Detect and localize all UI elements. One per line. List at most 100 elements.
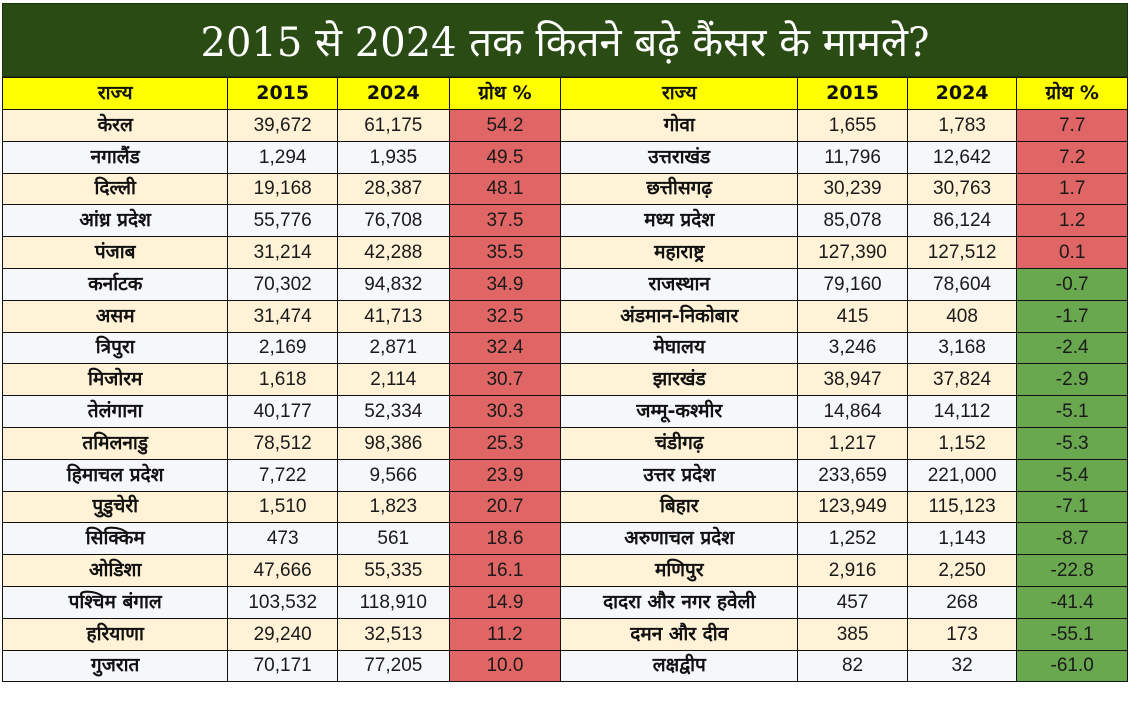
cases-2024-right: 12,642 [906,140,1018,174]
growth-percent-left: 25.3 [448,426,562,460]
cases-2015-right: 85,078 [797,204,908,238]
cases-2015-left: 19,168 [227,172,338,206]
state-name-left: नगालैंड [1,140,229,174]
cases-2024-left: 77,205 [336,649,450,683]
growth-percent-right: -2.9 [1016,363,1128,397]
cases-2015-right: 79,160 [797,267,908,301]
cases-2015-left: 29,240 [227,617,338,651]
header-2015-right: 2015 [797,77,908,110]
cases-2015-left: 55,776 [227,204,338,238]
table-row: कर्नाटक 70,302 94,832 34.9 राजस्थान 79,160 78,… [1,267,1128,301]
growth-percent-right: -1.7 [1016,299,1128,333]
header-state-right: राज्य [560,77,799,110]
growth-percent-right: -55.1 [1016,617,1128,651]
cases-2024-right: 1,783 [906,109,1018,142]
cases-2024-left: 2,871 [336,331,450,365]
cases-2015-right: 2,916 [797,554,908,587]
cases-2024-right: 32 [906,649,1018,683]
cases-2015-right: 415 [797,299,908,333]
growth-percent-right: -5.1 [1016,395,1128,428]
growth-percent-left: 16.1 [448,554,562,587]
cases-2024-right: 408 [906,299,1018,333]
cases-2024-right: 37,824 [906,363,1018,397]
table-row: नगालैंड 1,294 1,935 49.5 उत्तराखंड 11,796 12,6… [1,140,1128,174]
state-name-left: आंध्र प्रदेश [1,204,229,238]
state-name-right: लक्षद्वीप [560,649,799,683]
cases-2024-left: 94,832 [336,267,450,301]
state-name-right: झारखंड [560,363,799,397]
state-name-right: महाराष्ट्र [560,236,799,269]
growth-percent-right: -7.1 [1016,490,1128,524]
growth-percent-right: -41.4 [1016,585,1128,619]
state-name-left: ओडिशा [1,554,229,587]
table-row: हरियाणा 29,240 32,513 11.2 दमन और दीव 385 173-… [1,617,1128,651]
state-name-left: दिल्ली [1,172,229,206]
header-state-left: राज्य [1,77,229,110]
growth-percent-left: 48.1 [448,172,562,206]
cases-2024-left: 1,935 [336,140,450,174]
cases-2024-right: 221,000 [906,458,1018,492]
header-growth-left: ग्रोथ % [448,77,562,110]
state-name-left: पुडुचेरी [1,490,229,524]
cases-2015-left: 473 [227,522,338,556]
state-name-right: राजस्थान [560,267,799,301]
state-name-left: केरल [1,109,229,142]
header-2015-left: 2015 [227,77,338,110]
growth-percent-right: -0.7 [1016,267,1128,301]
cases-2024-right: 127,512 [906,236,1018,269]
cases-2024-right: 78,604 [906,267,1018,301]
state-name-left: त्रिपुरा [1,331,229,365]
table-row: पंजाब 31,214 42,288 35.5 महाराष्ट्र 127,390 12… [1,236,1128,269]
cases-2024-right: 86,124 [906,204,1018,238]
state-name-right: छत्तीसगढ़ [560,172,799,206]
cases-2024-left: 55,335 [336,554,450,587]
cases-2015-left: 31,474 [227,299,338,333]
state-name-right: मध्य प्रदेश [560,204,799,238]
cases-2015-right: 30,239 [797,172,908,206]
cases-2024-left: 118,910 [336,585,450,619]
cases-2015-right: 14,864 [797,395,908,428]
cases-2024-left: 32,513 [336,617,450,651]
cases-2024-left: 28,387 [336,172,450,206]
growth-percent-left: 30.7 [448,363,562,397]
growth-percent-left: 10.0 [448,649,562,683]
table-row: मिजोरम 1,618 2,114 30.7 झारखंड 38,947 37,824 -2… [1,363,1128,397]
growth-percent-left: 14.9 [448,585,562,619]
cases-2024-left: 561 [336,522,450,556]
cases-2024-right: 1,143 [906,522,1018,556]
cases-2024-right: 115,123 [906,490,1018,524]
state-name-right: अरुणाचल प्रदेश [560,522,799,556]
growth-percent-right: -8.7 [1016,522,1128,556]
cases-2015-right: 385 [797,617,908,651]
table-row: आंध्र प्रदेश 55,776 76,708 37.5 मध्य प्रदेश 8… [1,204,1128,238]
cases-2024-right: 268 [906,585,1018,619]
state-name-right: जम्मू-कश्मीर [560,395,799,428]
cases-2024-left: 1,823 [336,490,450,524]
cases-2015-left: 70,171 [227,649,338,683]
table-row: तमिलनाडु 78,512 98,386 25.3 चंडीगढ़ 1,217 1,15… [1,426,1128,460]
state-name-left: असम [1,299,229,333]
state-name-right: अंडमान-निकोबार [560,299,799,333]
cases-2015-right: 1,252 [797,522,908,556]
cases-2024-right: 14,112 [906,395,1018,428]
cases-2015-left: 1,618 [227,363,338,397]
state-name-right: दमन और दीव [560,617,799,651]
state-name-right: गोवा [560,109,799,142]
cases-2015-right: 457 [797,585,908,619]
state-name-right: मेघालय [560,331,799,365]
cases-2015-left: 31,214 [227,236,338,269]
state-name-right: उत्तर प्रदेश [560,458,799,492]
growth-percent-left: 32.5 [448,299,562,333]
cases-2024-left: 2,114 [336,363,450,397]
growth-percent-left: 34.9 [448,267,562,301]
cases-2015-right: 1,655 [797,109,908,142]
cases-2015-right: 1,217 [797,426,908,460]
state-name-left: कर्नाटक [1,267,229,301]
table-row: ओडिशा 47,666 55,335 16.1 मणिपुर 2,916 2,250 -22… [1,554,1128,587]
cases-2015-left: 39,672 [227,109,338,142]
cases-2015-right: 3,246 [797,331,908,365]
table-row: पुडुचेरी 1,510 1,823 20.7 बिहार 123,949 115,12… [1,490,1128,524]
table-row: हिमाचल प्रदेश 7,722 9,566 23.9 उत्तर प्रदेश 2… [1,458,1128,492]
cases-2015-right: 11,796 [797,140,908,174]
cases-2024-right: 1,152 [906,426,1018,460]
